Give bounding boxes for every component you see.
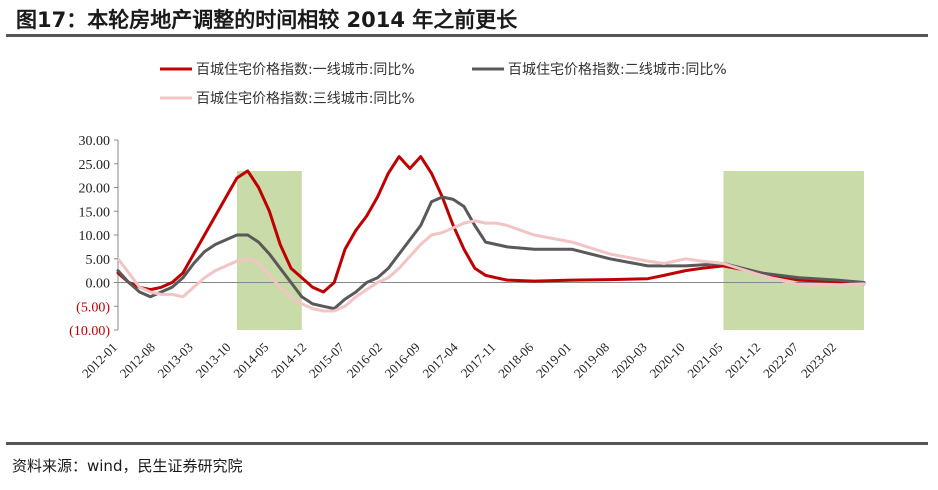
series-line-tier2 <box>116 195 866 311</box>
line-chart: 百城住宅价格指数:一线城市:同比% 百城住宅价格指数:二线城市:同比% 百城住宅… <box>69 61 866 381</box>
legend-label-tier1: 百城住宅价格指数:一线城市:同比% <box>196 61 415 78</box>
x-tick-label: 2018-06 <box>495 339 537 381</box>
x-tick-label: 2021-05 <box>684 340 725 381</box>
x-tick-label: 2020-10 <box>646 340 687 381</box>
y-tick-label: 25.00 <box>79 158 111 173</box>
legend: 百城住宅价格指数:一线城市:同比% 百城住宅价格指数:二线城市:同比% 百城住宅… <box>160 61 727 107</box>
x-tick-label: 2013-03 <box>155 340 196 381</box>
figure-title: 图17：本轮房地产调整的时间相较 2014 年之前更长 <box>16 8 518 32</box>
source-note: 资料来源：wind，民生证券研究院 <box>12 457 243 475</box>
y-tick-label: (5.00) <box>76 300 110 315</box>
series-line-tier1 <box>116 155 866 294</box>
x-tick-label: 2012-08 <box>117 340 158 381</box>
legend-label-tier2: 百城住宅价格指数:二线城市:同比% <box>508 61 727 78</box>
x-tick-label: 2023-02 <box>798 340 839 381</box>
x-tick-label: 2014-12 <box>268 340 309 381</box>
x-tick-label: 2012-01 <box>79 340 120 381</box>
footer-rule <box>6 442 928 445</box>
y-tick-label: 5.00 <box>86 253 111 268</box>
y-tick-label: 10.00 <box>79 229 111 244</box>
x-tick-label: 2013-10 <box>192 340 233 381</box>
y-tick-label: 0.00 <box>86 277 111 292</box>
shaded-period-1 <box>236 171 302 330</box>
legend-label-tier3: 百城住宅价格指数:三线城市:同比% <box>196 90 415 107</box>
x-tick-label: 2017-11 <box>458 340 499 381</box>
y-tick-label: (10.00) <box>69 324 110 339</box>
x-tick-label: 2015-07 <box>306 339 348 381</box>
y-tick-label: 15.00 <box>79 205 111 220</box>
x-tick-label: 2019-01 <box>533 340 574 381</box>
x-tick-label: 2022-07 <box>760 339 802 381</box>
y-tick-label: 30.00 <box>79 134 111 149</box>
x-tick-label: 2016-09 <box>382 340 423 381</box>
y-tick-label: 20.00 <box>79 182 111 197</box>
series-line-tier3 <box>116 219 866 313</box>
title-rule <box>6 34 928 37</box>
x-tick-label: 2020-03 <box>609 340 650 381</box>
x-tick-label: 2019-08 <box>571 340 612 381</box>
x-tick-label: 2017-04 <box>419 339 461 381</box>
x-tick-label: 2021-12 <box>722 340 763 381</box>
shaded-period-2 <box>723 171 864 330</box>
x-tick-label: 2016-02 <box>344 340 385 381</box>
x-tick-label: 2014-05 <box>230 340 271 381</box>
